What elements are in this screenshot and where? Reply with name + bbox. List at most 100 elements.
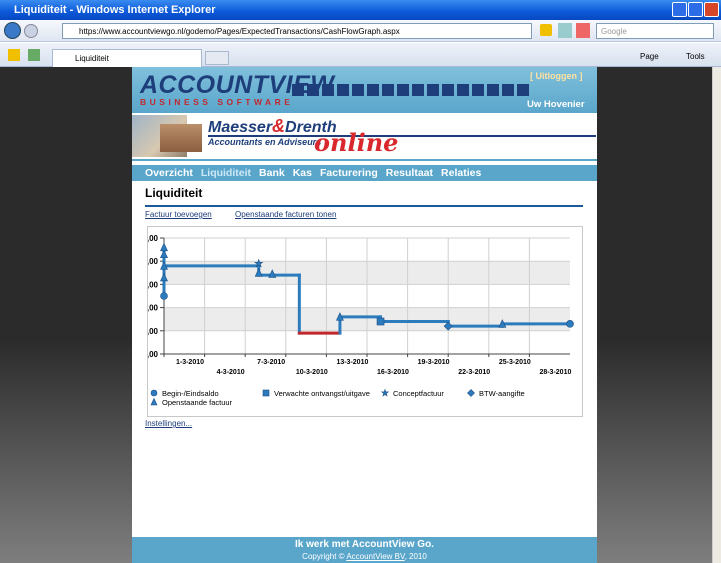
marker bbox=[377, 318, 384, 325]
marker bbox=[161, 243, 168, 251]
legend-label: Begin-/Eindsaldo bbox=[162, 389, 219, 398]
logout-link[interactable]: [ Uitloggen ] bbox=[530, 71, 583, 81]
close-button[interactable] bbox=[704, 2, 719, 17]
y-tick-label: 40.000,00 bbox=[148, 234, 159, 243]
title-bar: Liquiditeit - Windows Internet Explorer bbox=[0, 0, 721, 20]
company-amp: & bbox=[272, 116, 285, 136]
nav-item[interactable]: Liquiditeit bbox=[201, 167, 251, 179]
nav-item[interactable]: Kas bbox=[293, 167, 312, 179]
x-tick-label: 25-3-2010 bbox=[499, 359, 531, 366]
nav-bar: Overzicht Liquiditeit Bank Kas Facturering Re… bbox=[132, 165, 597, 181]
y-tick-label: -10.000,00 bbox=[148, 350, 159, 359]
legend-label: Openstaande factuur bbox=[162, 398, 233, 407]
x-tick-label: 16-3-2010 bbox=[377, 369, 409, 376]
y-tick-label: 0,00 bbox=[148, 327, 159, 336]
new-tab[interactable] bbox=[205, 51, 229, 65]
logo-square bbox=[292, 84, 304, 96]
x-tick-label: 13-3-2010 bbox=[336, 359, 368, 366]
legend-marker bbox=[468, 390, 475, 397]
nav-item[interactable]: Resultaat bbox=[386, 167, 433, 179]
logo-square bbox=[337, 84, 349, 96]
y-tick-label: 10.000,00 bbox=[148, 304, 159, 313]
footer: Ik werk met AccountView Go. Copyright © … bbox=[132, 537, 597, 563]
logo[interactable]: ACCOUNTVIEW bbox=[140, 71, 334, 100]
browser-tab[interactable]: Liquiditeit bbox=[52, 49, 202, 67]
logo-square bbox=[382, 84, 394, 96]
logo-square bbox=[367, 84, 379, 96]
page-menu[interactable]: Page bbox=[640, 52, 659, 61]
banner-image bbox=[160, 124, 202, 152]
marker bbox=[161, 293, 168, 300]
logo-square bbox=[412, 84, 424, 96]
favorites-icon[interactable] bbox=[8, 49, 20, 61]
forward-button[interactable] bbox=[24, 24, 38, 38]
legend-label: Conceptfactuur bbox=[393, 389, 444, 398]
legend-marker bbox=[151, 390, 157, 396]
online-label: online bbox=[314, 128, 398, 157]
refresh-button[interactable] bbox=[558, 23, 572, 38]
back-button[interactable] bbox=[4, 22, 21, 39]
chart-box: -10.000,00 0,00 10.000,00 20.000,00 30.000,0… bbox=[147, 226, 583, 417]
minimize-button[interactable] bbox=[672, 2, 687, 17]
y-tick-label: 20.000,00 bbox=[148, 280, 159, 289]
maximize-button[interactable] bbox=[688, 2, 703, 17]
url-field[interactable]: https://www.accountviewgo.nl/godemo/Page… bbox=[62, 23, 532, 39]
y-tick-label: 30.000,00 bbox=[148, 257, 159, 266]
address-bar: https://www.accountviewgo.nl/godemo/Page… bbox=[0, 20, 721, 42]
legend-marker bbox=[263, 390, 269, 396]
logo-square bbox=[457, 84, 469, 96]
x-tick-label: 22-3-2010 bbox=[458, 369, 490, 376]
logo-square bbox=[307, 84, 319, 96]
heading-rule bbox=[145, 205, 583, 207]
x-tick-label: 1-3-2010 bbox=[176, 359, 204, 366]
logo-square bbox=[352, 84, 364, 96]
page-heading: Liquiditeit bbox=[145, 186, 202, 200]
window-title: Liquiditeit - Windows Internet Explorer bbox=[14, 4, 216, 16]
logo-square bbox=[397, 84, 409, 96]
lock-icon bbox=[540, 24, 552, 36]
nav-item[interactable]: Overzicht bbox=[145, 167, 193, 179]
marker bbox=[161, 250, 168, 257]
logo-tagline: BUSINESS SOFTWARE bbox=[140, 97, 293, 107]
tools-menu[interactable]: Tools bbox=[686, 52, 705, 61]
x-tick-label: 10-3-2010 bbox=[296, 369, 328, 376]
browser-window: Liquiditeit - Windows Internet Explorer … bbox=[0, 0, 721, 563]
search-field[interactable]: Google bbox=[596, 23, 714, 39]
marker bbox=[567, 320, 574, 327]
x-tick-label: 28-3-2010 bbox=[539, 369, 571, 376]
footer-text: Ik werk met AccountView Go. bbox=[132, 539, 597, 550]
legend-marker bbox=[151, 399, 157, 406]
add-favorites-icon[interactable] bbox=[28, 49, 40, 61]
nav-item[interactable]: Bank bbox=[259, 167, 285, 179]
nav-item[interactable]: Facturering bbox=[320, 167, 378, 179]
scrollbar[interactable] bbox=[712, 67, 721, 563]
logo-square bbox=[442, 84, 454, 96]
x-tick-label: 4-3-2010 bbox=[217, 369, 245, 376]
logo-square bbox=[517, 84, 529, 96]
url-text: https://www.accountviewgo.nl/godemo/Page… bbox=[79, 27, 400, 36]
logo-square bbox=[487, 84, 499, 96]
x-tick-label: 7-3-2010 bbox=[257, 359, 285, 366]
copyright-prefix: Copyright © bbox=[302, 552, 344, 561]
settings-link[interactable]: Instellingen... bbox=[145, 419, 192, 428]
legend-label: BTW-aangifte bbox=[479, 389, 525, 398]
x-tick-label: 19-3-2010 bbox=[418, 359, 450, 366]
legend-marker bbox=[382, 390, 389, 396]
tab-title: Liquiditeit bbox=[75, 54, 109, 63]
logo-square bbox=[427, 84, 439, 96]
add-invoice-link[interactable]: Factuur toevoegen bbox=[145, 210, 212, 219]
stop-button[interactable] bbox=[576, 23, 590, 38]
nav-item[interactable]: Relaties bbox=[441, 167, 481, 179]
copyright-suffix: , 2010 bbox=[405, 552, 427, 561]
logo-square bbox=[502, 84, 514, 96]
logo-square bbox=[472, 84, 484, 96]
logo-square bbox=[322, 84, 334, 96]
legend-label: Verwachte ontvangst/uitgave bbox=[274, 389, 370, 398]
chart: -10.000,00 0,00 10.000,00 20.000,00 30.000,0… bbox=[148, 227, 582, 416]
user-name: Uw Hovenier bbox=[527, 99, 585, 110]
open-invoices-link[interactable]: Openstaande facturen tonen bbox=[235, 210, 336, 219]
company-subtitle: Accountants en Adviseurs bbox=[208, 137, 321, 147]
search-placeholder: Google bbox=[601, 27, 627, 36]
copyright-link[interactable]: AccountView BV bbox=[346, 552, 404, 561]
copyright: Copyright © AccountView BV, 2010 bbox=[132, 552, 597, 561]
